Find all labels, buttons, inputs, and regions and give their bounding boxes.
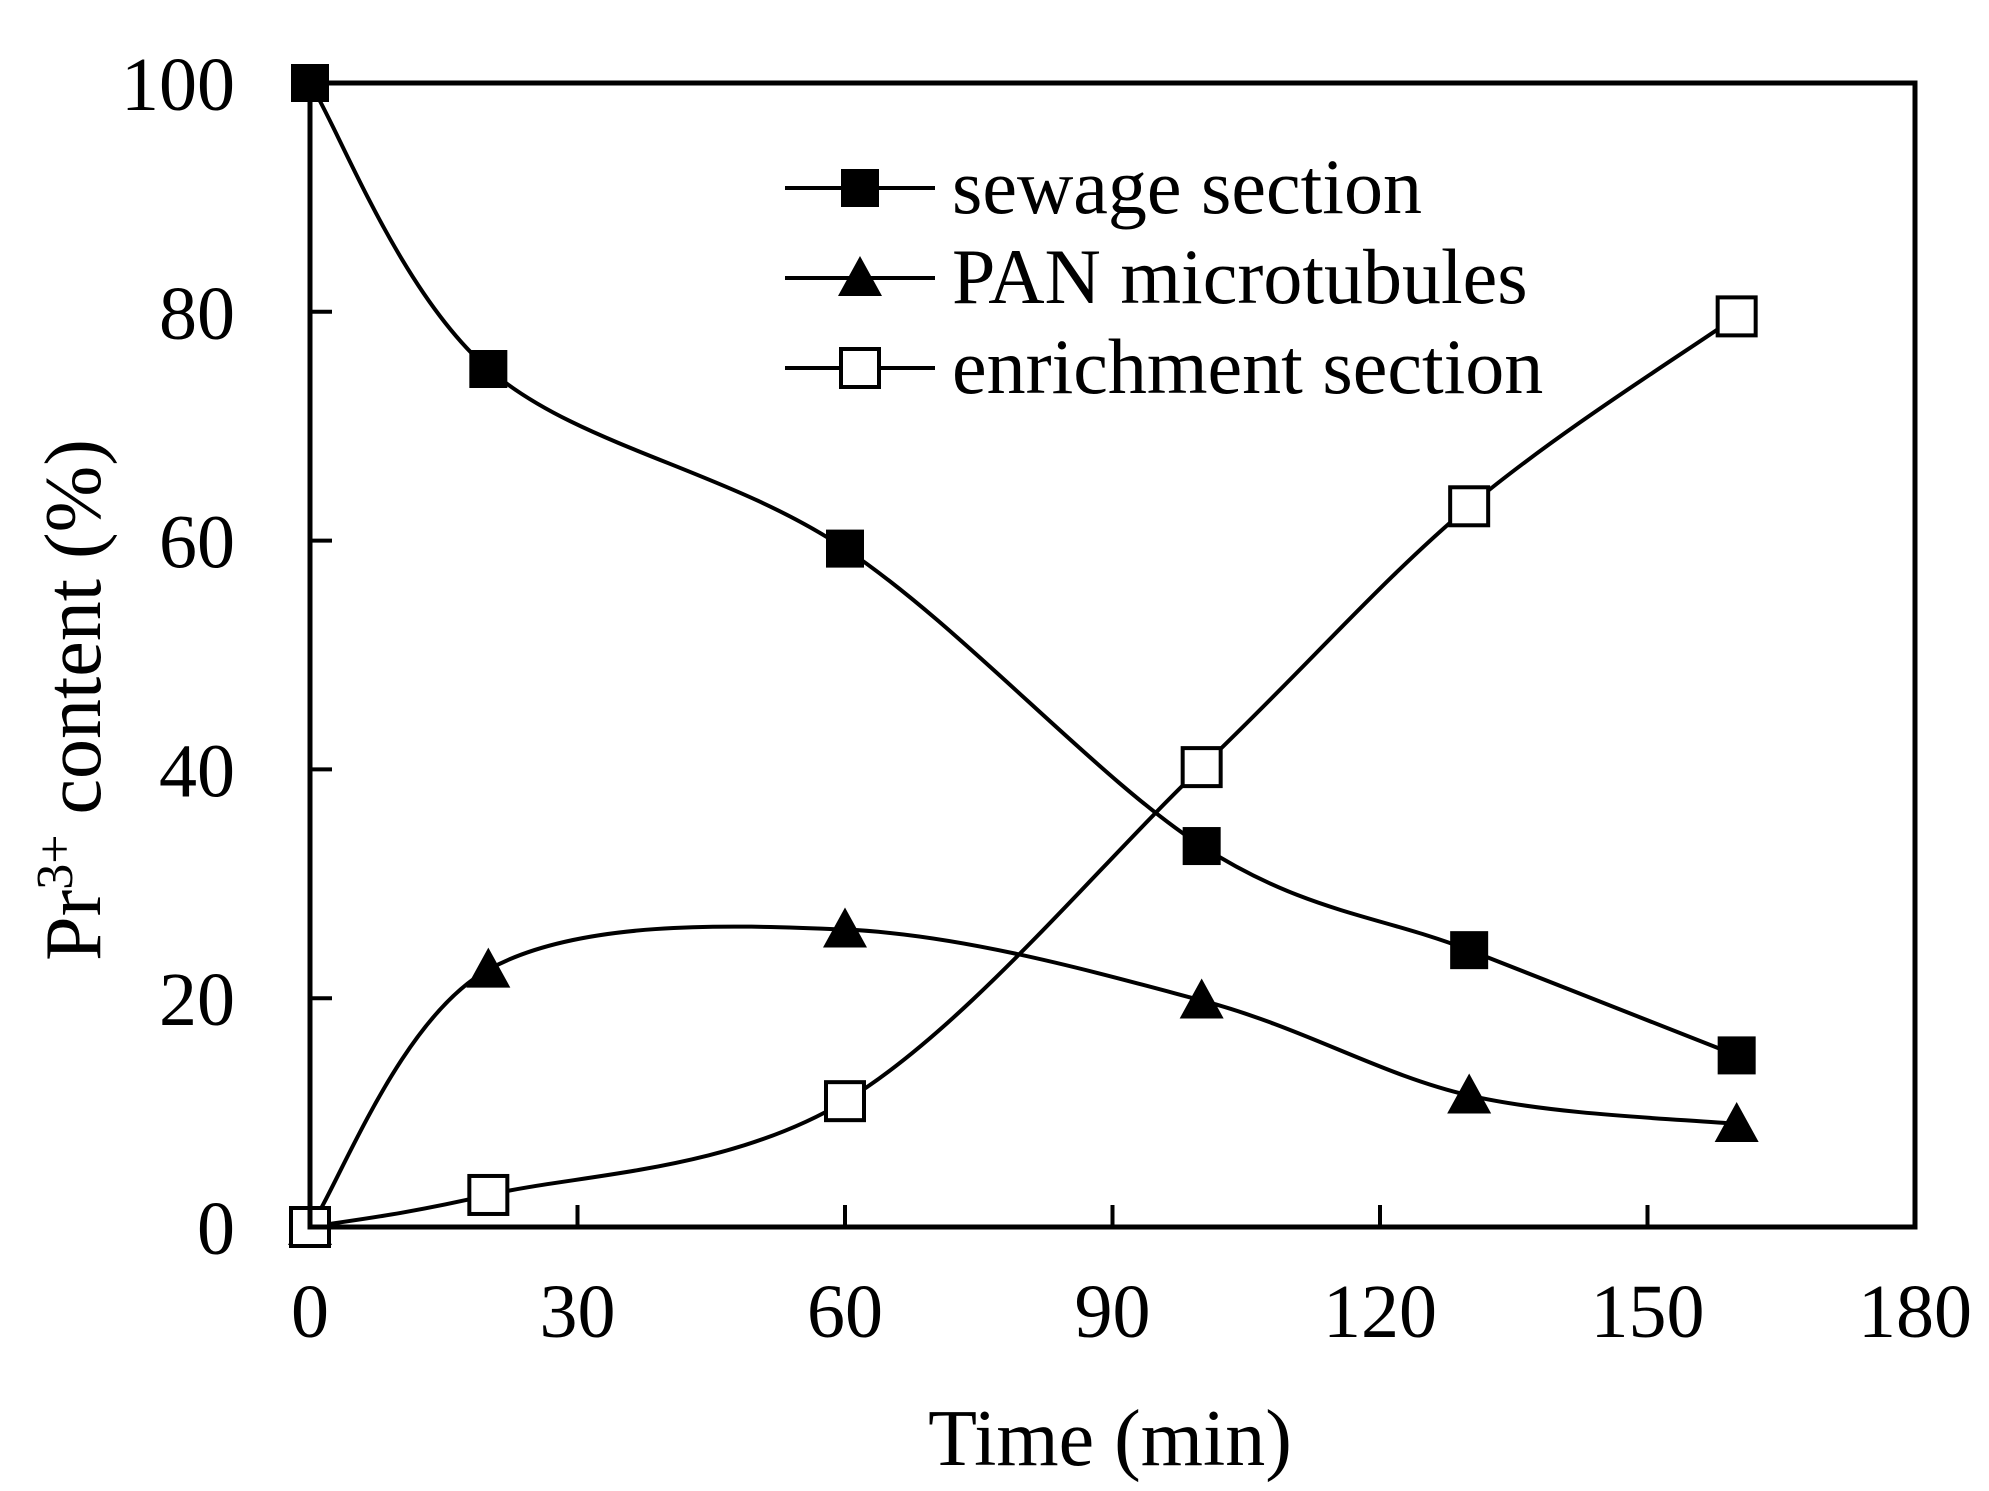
y-tick-label: 0 <box>197 1187 235 1271</box>
data-point-sewage <box>1717 1036 1756 1075</box>
x-axis-title: Time (min) <box>928 1395 1292 1483</box>
data-point-enrichment <box>824 1080 866 1123</box>
data-point-pan <box>466 947 511 988</box>
x-tick-label: 90 <box>1075 1270 1151 1354</box>
data-point-pan <box>1179 978 1224 1019</box>
data-point-sewage <box>1182 827 1221 866</box>
y-axis-title-prefix: Pr <box>30 890 118 961</box>
x-tick-label: 150 <box>1591 1270 1705 1354</box>
x-tick-label: 120 <box>1323 1270 1437 1354</box>
legend-item-sewage: sewage section <box>785 143 1422 230</box>
data-point-sewage <box>469 350 508 388</box>
legend-marker-sewage <box>841 169 879 207</box>
y-axis-title-suffix: content (%) <box>30 439 118 834</box>
x-tick-label: 60 <box>807 1270 883 1354</box>
data-point-pan <box>1714 1102 1759 1143</box>
legend-marker-pan <box>838 256 882 296</box>
y-axis-title: Pr3+ content (%) <box>27 439 119 961</box>
series-line-enrichment <box>309 314 1738 1229</box>
legend: sewage section PAN microtubules enrichme… <box>785 143 1543 410</box>
y-axis-title-superscript: 3+ <box>27 834 84 889</box>
data-point-sewage <box>1450 931 1489 970</box>
data-point-enrichment <box>467 1173 510 1216</box>
x-tick-label: 180 <box>1858 1270 1972 1354</box>
y-tick-label: 80 <box>159 272 235 356</box>
y-tick-label: 40 <box>159 729 235 813</box>
data-point-pan <box>823 907 867 948</box>
legend-label-pan: PAN microtubules <box>952 233 1528 320</box>
x-tick-label: 0 <box>291 1270 329 1354</box>
legend-item-pan: PAN microtubules <box>785 233 1528 320</box>
series-layer <box>288 64 1759 1248</box>
legend-label-sewage: sewage section <box>952 143 1422 230</box>
x-tick-label: 30 <box>540 1270 616 1354</box>
y-tick-label: 100 <box>121 43 235 127</box>
data-point-enrichment <box>1715 295 1758 338</box>
legend-item-enrichment: enrichment section <box>785 323 1543 410</box>
ticks-layer: 0 30 60 90 120 150 180 0 20 40 60 80 100 <box>121 43 1972 1354</box>
y-tick-label: 20 <box>159 958 235 1042</box>
y-tick-label: 60 <box>159 501 235 585</box>
data-point-sewage <box>826 529 864 568</box>
data-point-pan <box>1447 1073 1492 1114</box>
legend-marker-enrichment <box>839 347 881 389</box>
data-point-enrichment <box>1448 485 1491 528</box>
data-point-enrichment <box>1180 746 1223 789</box>
legend-label-enrichment: enrichment section <box>952 323 1543 410</box>
